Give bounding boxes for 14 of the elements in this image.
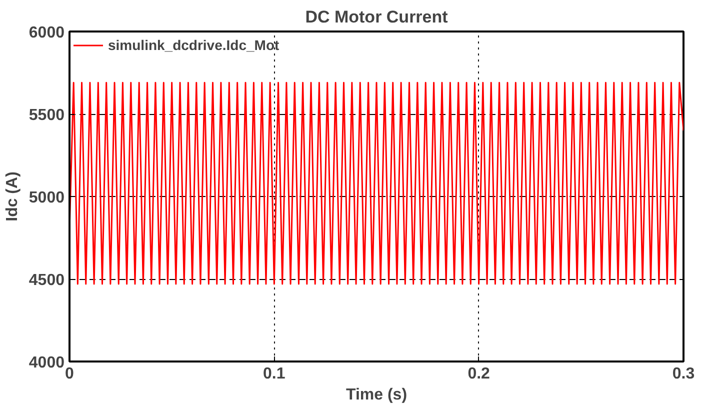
y-tick-label: 5000	[28, 190, 65, 206]
line-series	[70, 82, 684, 285]
x-tick-label: 0	[65, 366, 74, 382]
y-tick-label: 6000	[28, 24, 65, 42]
y-tick-label: 4500	[28, 272, 65, 289]
x-tick-label: 0.1	[263, 366, 286, 382]
x-tick-label: 0.2	[468, 366, 490, 382]
y-tick-label: 4000	[28, 354, 65, 372]
y-tick-label: 5500	[28, 107, 65, 124]
x-tick-label: 0.3	[672, 366, 695, 382]
legend-label: simulink_dcdrive.Idc_Mot	[108, 37, 280, 53]
chart-title: DC Motor Current	[305, 8, 448, 26]
x-axis-title: Time (s)	[346, 386, 408, 404]
y-axis-title: Idc (A)	[4, 172, 21, 222]
